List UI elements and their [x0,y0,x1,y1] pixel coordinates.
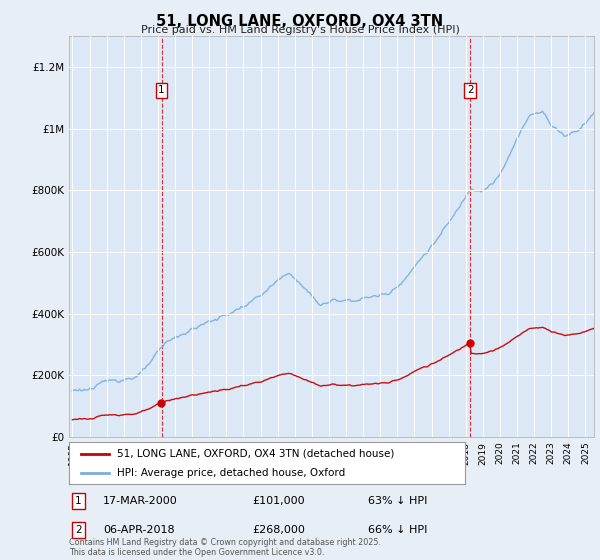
Text: 66% ↓ HPI: 66% ↓ HPI [368,525,428,535]
Text: 51, LONG LANE, OXFORD, OX4 3TN: 51, LONG LANE, OXFORD, OX4 3TN [157,14,443,29]
Text: Contains HM Land Registry data © Crown copyright and database right 2025.
This d: Contains HM Land Registry data © Crown c… [69,538,381,557]
Text: 2: 2 [467,86,473,95]
Text: 1: 1 [158,86,165,95]
Text: Price paid vs. HM Land Registry's House Price Index (HPI): Price paid vs. HM Land Registry's House … [140,25,460,35]
Text: 2: 2 [75,525,82,535]
Text: 51, LONG LANE, OXFORD, OX4 3TN (detached house): 51, LONG LANE, OXFORD, OX4 3TN (detached… [116,449,394,459]
Text: 1: 1 [75,496,82,506]
Text: £268,000: £268,000 [253,525,305,535]
Text: £101,000: £101,000 [253,496,305,506]
Text: HPI: Average price, detached house, Oxford: HPI: Average price, detached house, Oxfo… [116,468,345,478]
Text: 06-APR-2018: 06-APR-2018 [103,525,175,535]
Text: 63% ↓ HPI: 63% ↓ HPI [368,496,428,506]
Text: 17-MAR-2000: 17-MAR-2000 [103,496,178,506]
